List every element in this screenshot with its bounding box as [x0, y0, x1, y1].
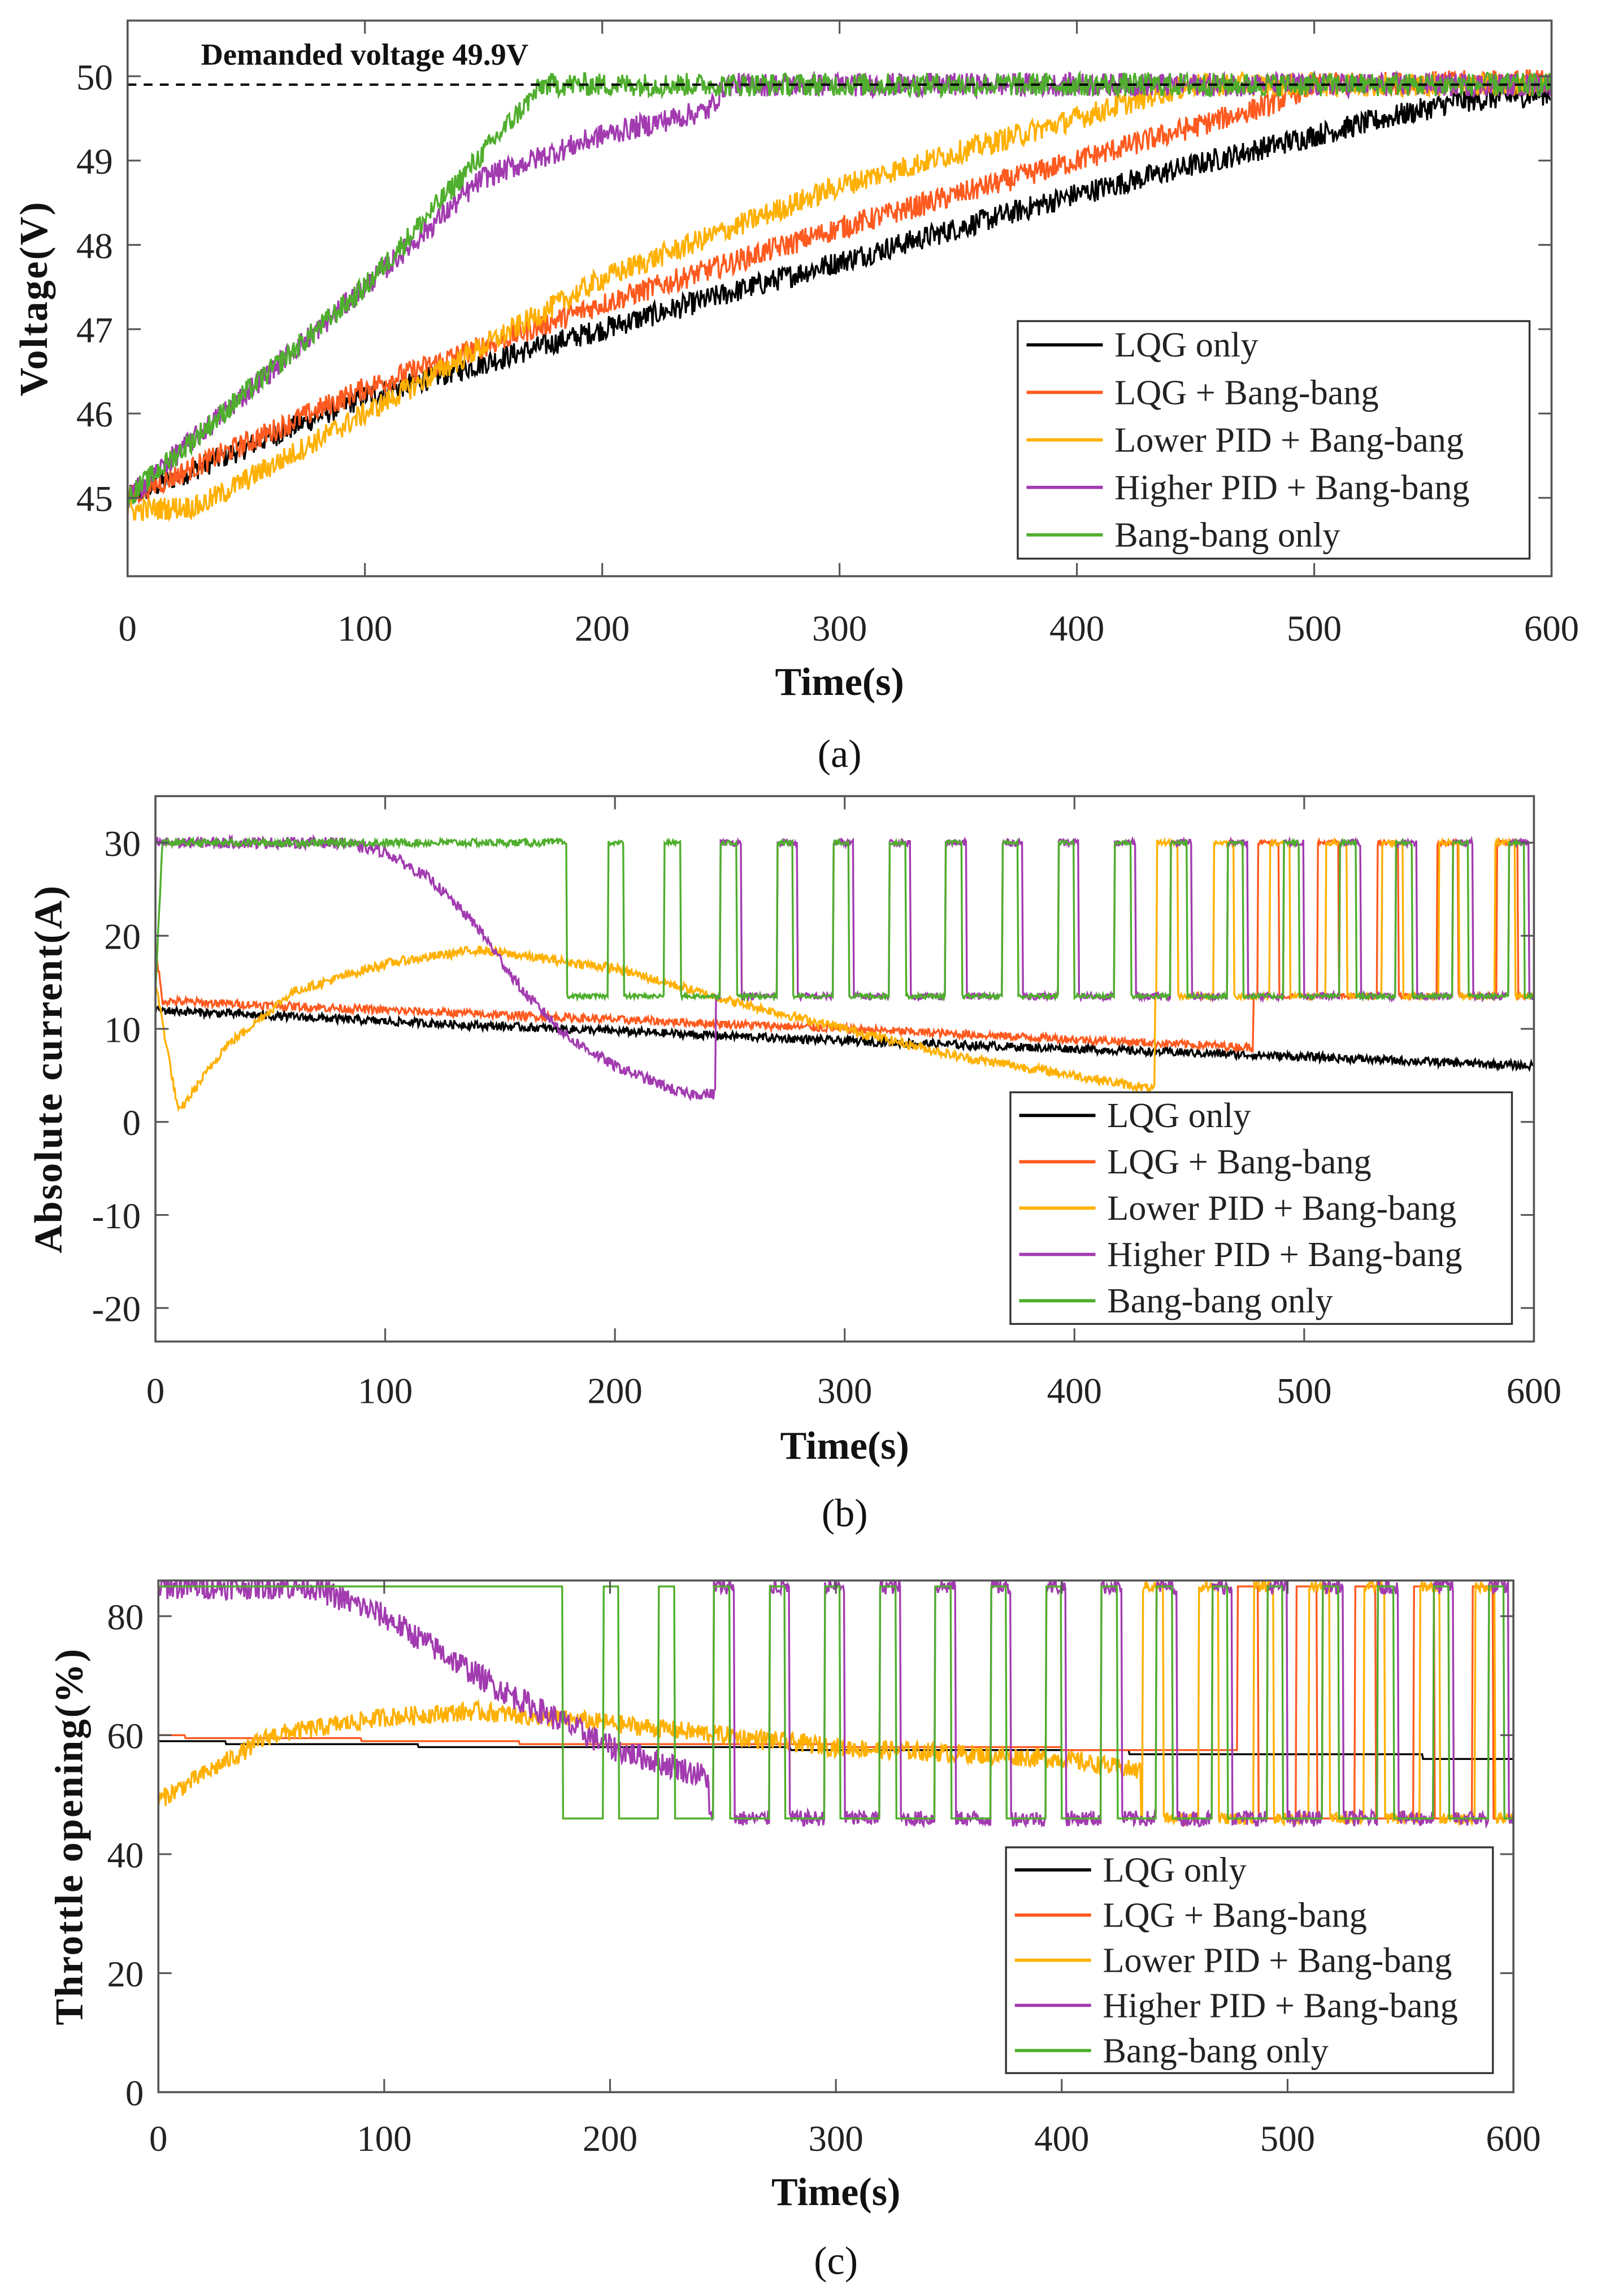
legend-label: LQG + Bang-bang	[1103, 1896, 1366, 1934]
legend-item: LQG + Bang-bang	[1019, 1143, 1372, 1181]
legend-label: Bang-bang only	[1114, 516, 1340, 555]
x-tick-label: 200	[583, 2119, 637, 2159]
legend-label: Bang-bang only	[1103, 2032, 1328, 2070]
legend-label: Higher PID + Bang-bang	[1107, 1236, 1462, 1274]
x-tick-label: 300	[812, 608, 867, 649]
legend-label: Higher PID + Bang-bang	[1103, 1986, 1457, 2025]
series-line-bang-bang-only	[155, 836, 1534, 1002]
legend-item: Higher PID + Bang-bang	[1019, 1236, 1463, 1274]
legend-label: Bang-bang only	[1107, 1282, 1333, 1320]
legend-label: LQG only	[1114, 326, 1258, 364]
legend-item: Higher PID + Bang-bang	[1026, 468, 1469, 507]
x-tick-label: 400	[1047, 1371, 1102, 1412]
chart-panel-a: Demanded voltage 49.9V 0 100 200 300 400 500 60…	[12, 19, 1579, 776]
legend-item: LQG + Bang-bang	[1014, 1896, 1367, 1934]
x-tick-label: 300	[809, 2119, 863, 2159]
y-tick-label: 50	[76, 57, 113, 98]
x-axis-label: Time(s)	[780, 1424, 909, 1468]
series-group	[127, 69, 1552, 523]
x-tick-label: 200	[575, 608, 630, 649]
legend-label: LQG only	[1103, 1851, 1246, 1890]
panel-label: (b)	[822, 1492, 868, 1536]
legend-item: Higher PID + Bang-bang	[1014, 1986, 1458, 2025]
legend: LQG only LQG + Bang-bang Lower PID + Bang-…	[1009, 1091, 1513, 1325]
x-tick-label: 600	[1507, 1371, 1561, 1412]
x-tick-label: 500	[1287, 608, 1342, 649]
x-tick-label: 100	[337, 608, 392, 649]
legend-label: Higher PID + Bang-bang	[1114, 468, 1469, 507]
legend-item: LQG + Bang-bang	[1026, 373, 1379, 412]
x-axis-label: Time(s)	[771, 2171, 900, 2214]
legend-label: Lower PID + Bang-bang	[1114, 421, 1464, 459]
x-tick-label: 300	[817, 1371, 872, 1412]
legend-item: Bang-bang only	[1014, 2032, 1329, 2070]
x-tick-label: 0	[149, 2119, 167, 2159]
y-tick-label: 80	[107, 1597, 144, 1638]
y-tick-label: 46	[76, 394, 113, 435]
legend-item: Lower PID + Bang-bang	[1026, 421, 1464, 459]
x-tick-label: 500	[1277, 1371, 1331, 1412]
legend-item: Lower PID + Bang-bang	[1019, 1189, 1456, 1228]
y-axis-label: Throttle opening(%)	[47, 1647, 91, 2025]
y-tick-label: 10	[104, 1010, 141, 1050]
x-tick-label: 400	[1034, 2119, 1089, 2159]
y-tick-label: 40	[107, 1835, 144, 1876]
x-tick-label: 600	[1524, 608, 1579, 649]
legend-label: Lower PID + Bang-bang	[1107, 1189, 1456, 1228]
legend: LQG only LQG + Bang-bang Lower PID + Bang-…	[1017, 320, 1531, 560]
legend-item: LQG only	[1014, 1851, 1247, 1890]
legend-box	[1017, 320, 1531, 560]
y-tick-label: 47	[76, 310, 113, 351]
legend-item: Bang-bang only	[1019, 1282, 1333, 1320]
series-line-lqg-only	[155, 1004, 1534, 1072]
y-tick-label: -10	[92, 1196, 141, 1237]
x-tick-label: 0	[146, 1371, 164, 1412]
y-tick-label: 49	[76, 142, 113, 182]
series-group	[155, 833, 1534, 1112]
legend-label: LQG + Bang-bang	[1107, 1143, 1371, 1181]
chart-panel-c: 0 100 200 300 400 500 600 0 20 40 60 80 Time(s) Throt…	[47, 1579, 1541, 2283]
x-tick-label: 0	[119, 608, 137, 649]
legend-item: LQG only	[1026, 326, 1258, 364]
legend-item: LQG only	[1019, 1097, 1251, 1135]
x-tick-label: 100	[357, 2119, 411, 2159]
y-tick-label: 20	[104, 917, 141, 958]
x-tick-label: 200	[588, 1371, 643, 1412]
chart-panel-b: 0 100 200 300 400 500 600 -20 -10 0 10 20 30 Time(s) A…	[27, 795, 1561, 1536]
y-tick-label: 0	[123, 1103, 141, 1143]
y-tick-label: 30	[104, 824, 141, 864]
x-axis-label: Time(s)	[775, 660, 904, 704]
panel-label: (a)	[818, 732, 862, 776]
series-line-bang-bang-only	[127, 69, 1552, 510]
legend: LQG only LQG + Bang-bang Lower PID + Bang-…	[1005, 1846, 1494, 2075]
legend-item: Lower PID + Bang-bang	[1014, 1941, 1452, 1980]
y-tick-label: -20	[92, 1289, 141, 1330]
legend-label: LQG + Bang-bang	[1114, 373, 1378, 412]
y-axis-label: Voltage(V)	[12, 201, 56, 396]
y-axis-label: Absolute current(A)	[27, 884, 71, 1253]
y-tick-label: 0	[125, 2073, 144, 2114]
y-tick-label: 60	[107, 1716, 144, 1757]
y-tick-label: 20	[107, 1954, 144, 1995]
x-tick-label: 100	[358, 1371, 413, 1412]
x-tick-label: 400	[1049, 608, 1104, 649]
y-tick-label: 48	[76, 226, 113, 267]
legend-label: Lower PID + Bang-bang	[1103, 1941, 1452, 1980]
panel-label: (c)	[814, 2240, 858, 2283]
x-tick-label: 600	[1486, 2119, 1540, 2159]
x-tick-label: 500	[1260, 2119, 1315, 2159]
legend-label: LQG only	[1107, 1097, 1251, 1135]
y-tick-label: 45	[76, 479, 113, 519]
legend-item: Bang-bang only	[1026, 516, 1340, 555]
annotation-text: Demanded voltage 49.9V	[201, 37, 529, 71]
